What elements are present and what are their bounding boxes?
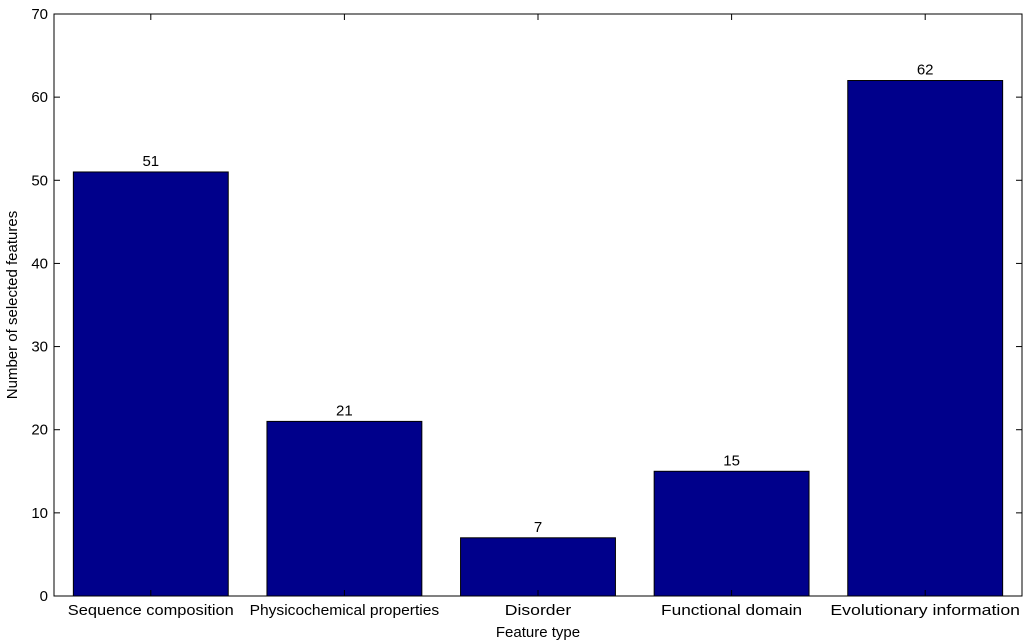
- y-tick-label-5: 50: [31, 172, 48, 189]
- bar-0: [72, 171, 229, 597]
- y-tick-label-2: 20: [31, 422, 48, 439]
- y-tick-label-1: 10: [31, 505, 48, 522]
- bar-1: [266, 420, 423, 597]
- y-tick-label-4: 40: [31, 255, 48, 272]
- bar-3: [653, 470, 810, 597]
- bar-value-label-4: 62: [917, 62, 934, 79]
- x-tick-label-4: Evolutionary information: [830, 602, 1020, 619]
- x-axis-ticks: Sequence composition Physicochemical prop…: [68, 14, 1020, 619]
- bar-4: [847, 80, 1004, 597]
- bars-group: [72, 80, 1004, 597]
- plot-frame: [53, 13, 1023, 597]
- bar-value-label-0: 51: [142, 153, 159, 170]
- y-tick-label-6: 60: [31, 89, 48, 106]
- x-tick-label-0: Sequence composition: [68, 602, 234, 619]
- y-axis-label: Number of selected features: [4, 211, 21, 399]
- y-tick-label-7: 70: [31, 6, 48, 23]
- bar-2: [460, 537, 616, 597]
- bar-value-label-3: 15: [723, 452, 740, 469]
- x-tick-label-2: Disorder: [505, 602, 571, 619]
- bar-value-label-2: 7: [534, 519, 542, 536]
- x-axis-label: Feature type: [496, 624, 580, 641]
- x-tick-label-1: Physicochemical properties: [250, 602, 440, 619]
- y-tick-label-3: 30: [31, 339, 48, 356]
- x-tick-label-3: Functional domain: [661, 602, 802, 619]
- bar-value-label-1: 21: [336, 402, 353, 419]
- data-labels-group: 51 21 7 15 62: [142, 62, 933, 536]
- y-tick-label-0: 0: [40, 588, 48, 605]
